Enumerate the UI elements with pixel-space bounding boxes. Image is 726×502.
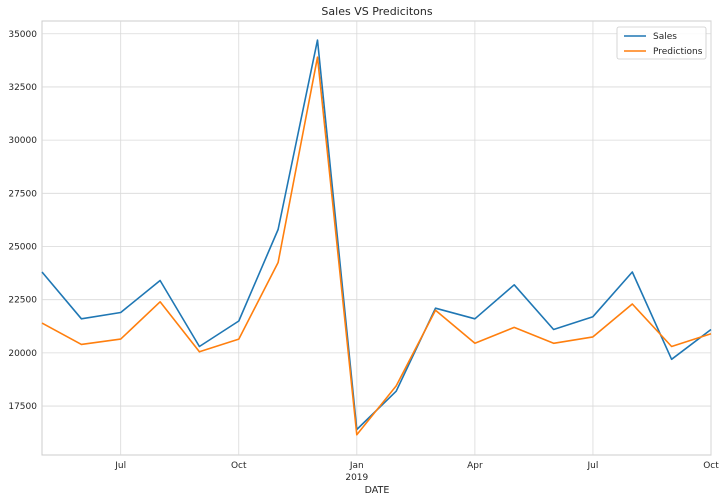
y-tick-label: 22500 bbox=[8, 296, 37, 306]
x-tick-label: Oct bbox=[231, 461, 247, 471]
x-tick-label: Jan bbox=[349, 461, 364, 471]
x-axis-label: DATE bbox=[365, 485, 390, 496]
x-tick-label: Apr bbox=[467, 461, 483, 471]
x-tick-sublabel: 2019 bbox=[345, 473, 368, 483]
legend-label: Sales bbox=[653, 32, 677, 42]
x-axis-ticks: Jul Oct Jan 2019 Apr Jul Oct bbox=[114, 461, 719, 483]
y-axis-ticks: 17500 20000 22500 25000 27500 30000 32500 35000 bbox=[8, 30, 37, 412]
y-tick-label: 27500 bbox=[8, 189, 37, 199]
y-tick-label: 35000 bbox=[8, 30, 37, 40]
y-tick-label: 25000 bbox=[8, 243, 37, 253]
chart-title: Sales VS Predicitons bbox=[321, 5, 432, 18]
x-tick-label: Jul bbox=[587, 461, 599, 471]
y-tick-label: 30000 bbox=[8, 136, 37, 146]
plot-area bbox=[41, 20, 712, 456]
x-tick-label: Oct bbox=[703, 461, 719, 471]
legend-label: Predictions bbox=[653, 47, 703, 57]
y-tick-label: 17500 bbox=[8, 402, 37, 412]
x-tick-label: Jul bbox=[114, 461, 126, 471]
grid-lines bbox=[42, 21, 712, 455]
series-line-predictions bbox=[41, 56, 712, 436]
y-tick-label: 20000 bbox=[8, 349, 37, 359]
legend: Sales Predictions bbox=[616, 26, 707, 60]
y-tick-label: 32500 bbox=[8, 83, 37, 93]
series-lines bbox=[41, 39, 712, 436]
